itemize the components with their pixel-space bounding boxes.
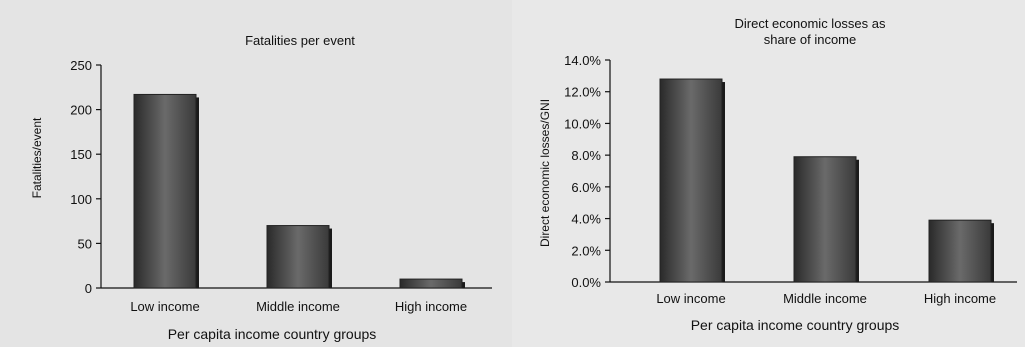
chart-economic-losses-panel: Direct economic losses as share of incom… bbox=[512, 0, 1025, 347]
bars bbox=[133, 93, 465, 289]
bar bbox=[793, 156, 857, 283]
x-tick-label: Low income bbox=[130, 299, 199, 314]
chart-title-line-2: share of income bbox=[764, 32, 857, 47]
y-axis-label: Fatalities/event bbox=[30, 117, 44, 198]
chart-fatalities-panel: Fatalities per event Fatalities/event Pe… bbox=[0, 0, 515, 347]
x-tick-labels: Low income Middle income High income bbox=[130, 299, 467, 314]
chart-fatalities: Fatalities per event Fatalities/event Pe… bbox=[30, 33, 492, 342]
y-ticks: 0.0% 2.0% 4.0% 6.0% 8.0% 10.0% 12.0% 14.0% bbox=[564, 53, 610, 290]
y-tick-label: 4.0% bbox=[571, 212, 601, 227]
y-tick-label: 250 bbox=[70, 58, 92, 73]
bars bbox=[659, 78, 994, 283]
x-tick-label: Low income bbox=[656, 291, 725, 306]
x-tick-label: Middle income bbox=[783, 291, 867, 306]
x-axis-label: Per capita income country groups bbox=[691, 317, 900, 333]
y-tick-label: 200 bbox=[70, 103, 92, 118]
y-tick-label: 14.0% bbox=[564, 53, 601, 68]
x-tick-label: Middle income bbox=[256, 299, 340, 314]
bar bbox=[133, 93, 197, 289]
y-tick-label: 10.0% bbox=[564, 116, 601, 131]
y-tick-label: 150 bbox=[70, 147, 92, 162]
chart-economic-losses: Direct economic losses as share of incom… bbox=[538, 16, 1017, 333]
y-tick-label: 50 bbox=[78, 236, 92, 251]
y-tick-label: 8.0% bbox=[571, 148, 601, 163]
y-tick-label: 12.0% bbox=[564, 85, 601, 100]
bar bbox=[659, 78, 723, 283]
y-axis-label: Direct economic losses/GNI bbox=[538, 99, 552, 247]
x-tick-label: High income bbox=[924, 291, 996, 306]
x-axis-label: Per capita income country groups bbox=[168, 326, 377, 342]
y-tick-label: 6.0% bbox=[571, 180, 601, 195]
y-ticks: 0 50 100 150 200 250 bbox=[70, 58, 101, 296]
chart-title-line-1: Direct economic losses as bbox=[735, 16, 886, 31]
y-tick-label: 0.0% bbox=[571, 275, 601, 290]
x-tick-labels: Low income Middle income High income bbox=[656, 291, 996, 306]
bar bbox=[266, 225, 330, 289]
y-tick-label: 2.0% bbox=[571, 243, 601, 258]
y-tick-label: 0 bbox=[85, 281, 92, 296]
bar bbox=[928, 219, 992, 283]
chart-title: Fatalities per event bbox=[245, 33, 355, 48]
y-tick-label: 100 bbox=[70, 192, 92, 207]
x-tick-label: High income bbox=[395, 299, 467, 314]
bar bbox=[399, 278, 463, 289]
